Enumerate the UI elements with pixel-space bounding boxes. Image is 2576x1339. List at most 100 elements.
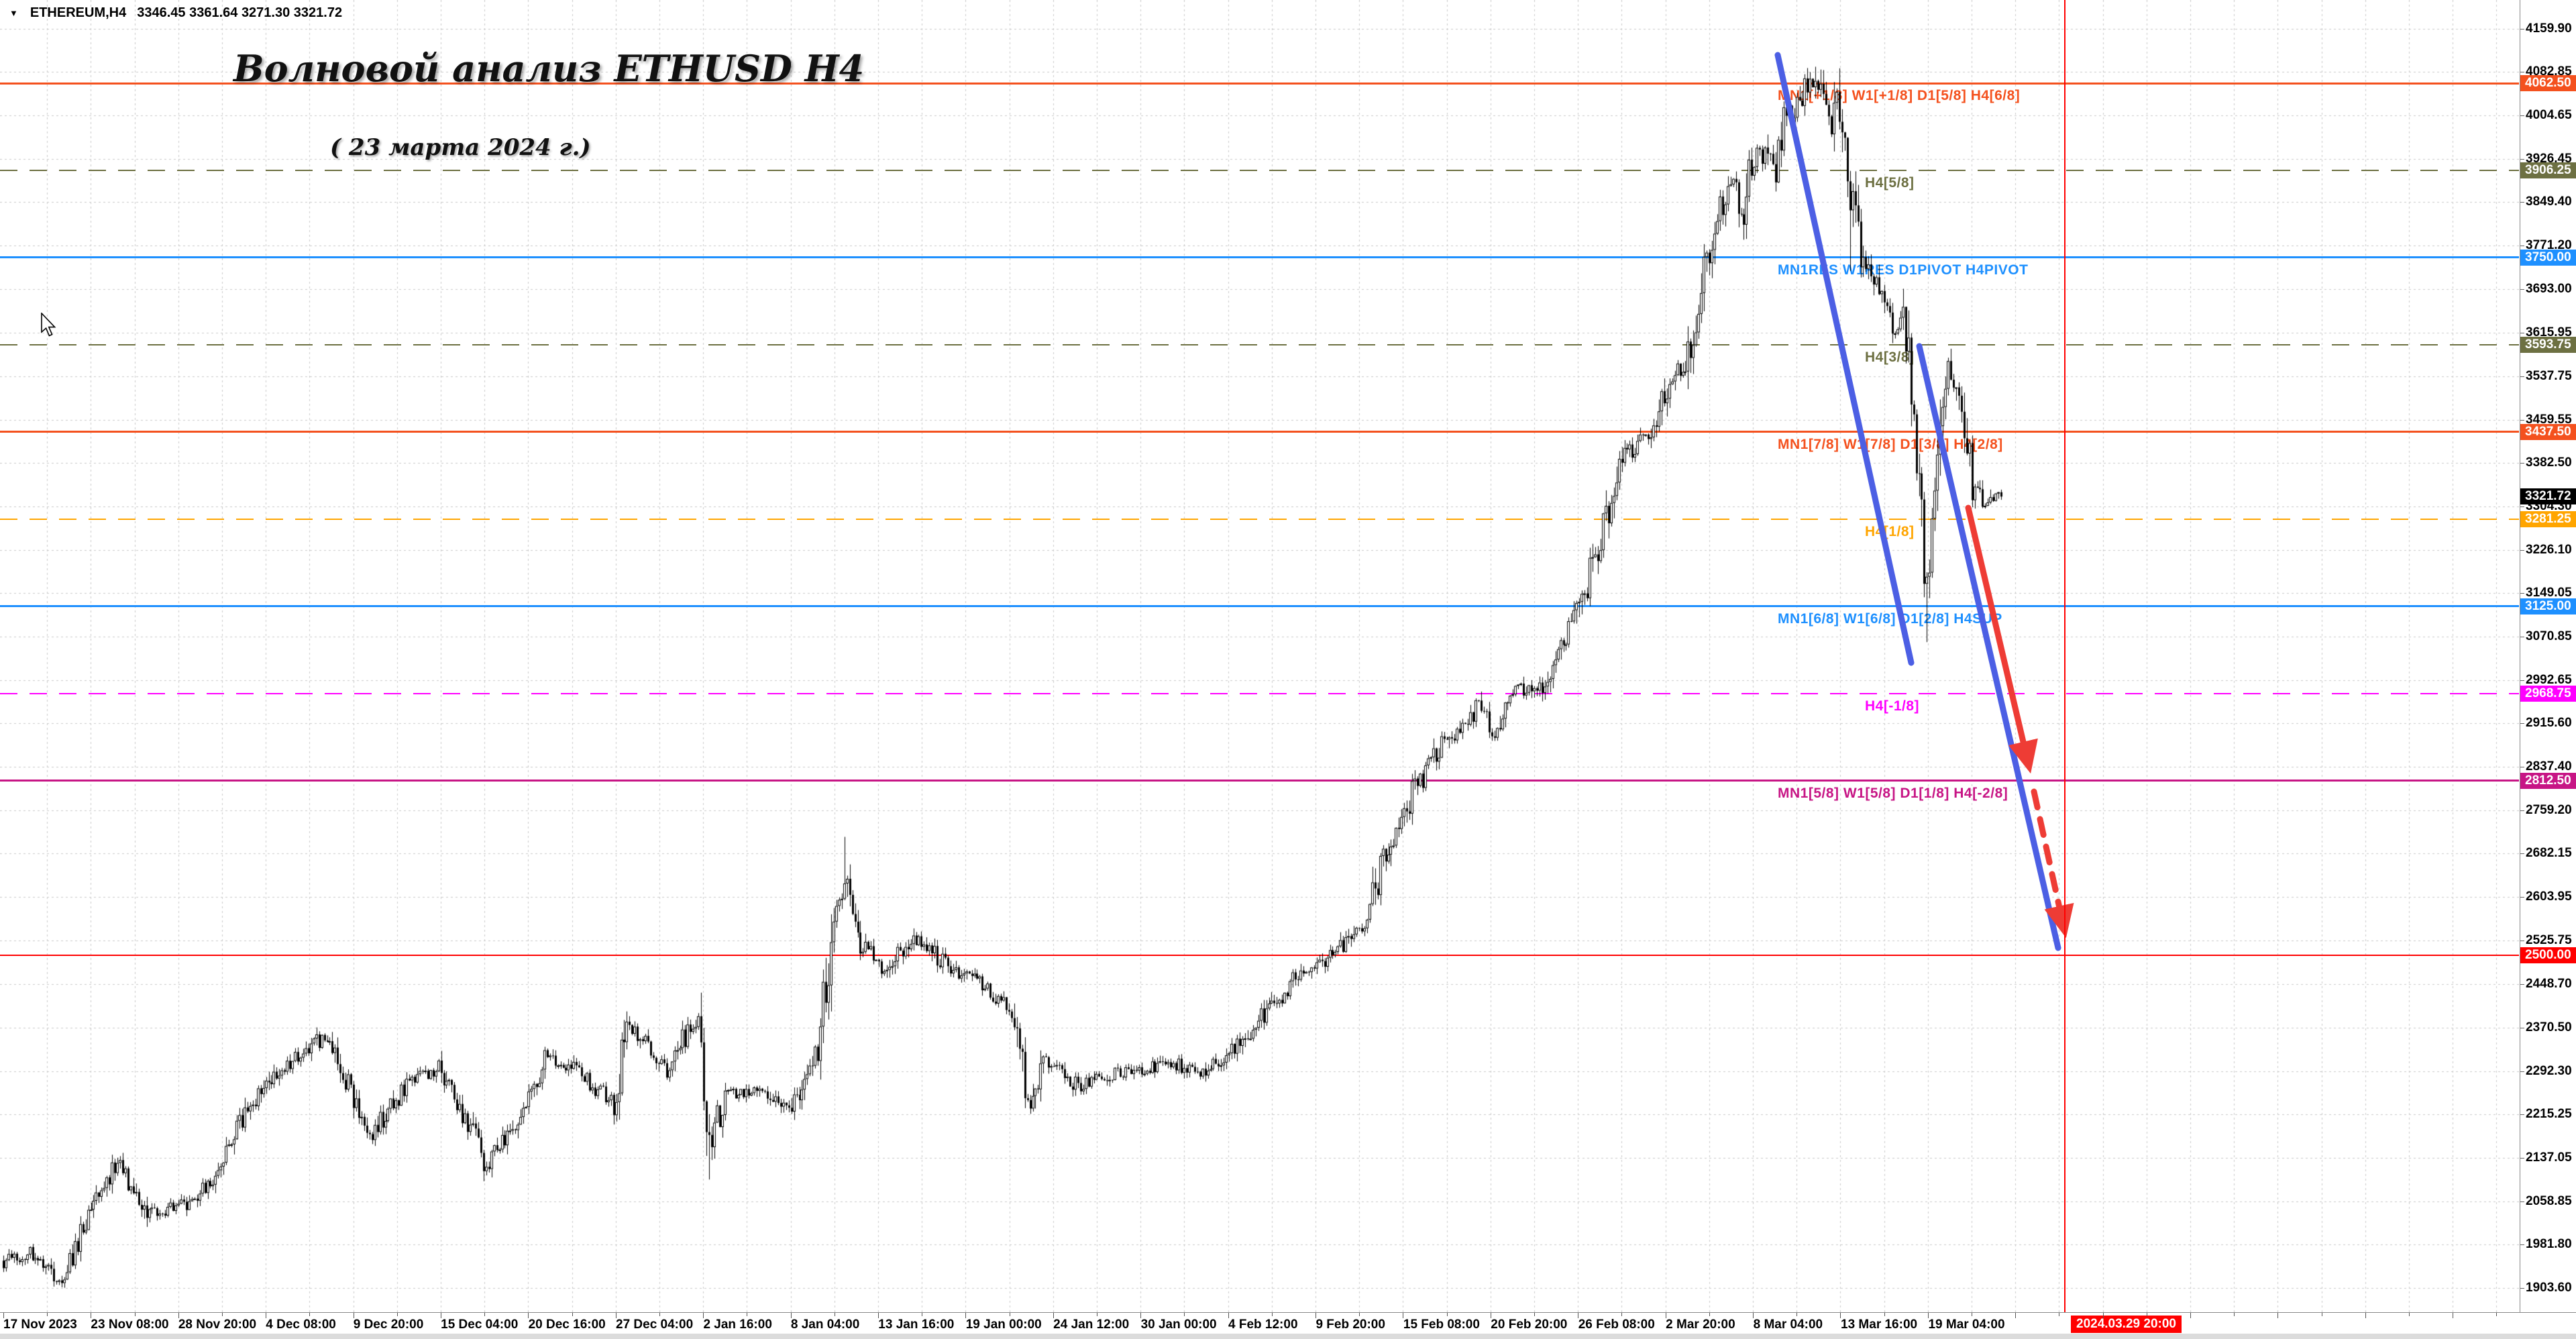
price-tick-mark [2520,810,2524,811]
price-badge: 2500.00 [2520,947,2576,963]
time-tick-mark [572,1313,573,1316]
price-tick-mark [2520,506,2524,507]
time-label: 8 Mar 04:00 [1753,1318,1823,1332]
time-tick-mark [222,1313,223,1316]
price-tick-label: 2837.40 [2526,759,2572,774]
time-tick-mark [1928,1313,1929,1318]
candlestick-chart[interactable] [0,0,2519,1312]
time-tick-mark [1753,1313,1754,1318]
time-tick-mark [2409,1313,2410,1316]
time-tick-mark [1140,1313,1141,1318]
time-label: 23 Nov 08:00 [91,1318,169,1332]
ohlc-values: 3346.45 3361.64 3271.30 3321.72 [137,5,343,20]
price-tick-mark [2520,680,2524,681]
price-tick-mark [2520,1244,2524,1245]
price-tick-mark [2520,897,2524,898]
time-label: 13 Mar 16:00 [1841,1318,1918,1332]
price-tick-label: 3849.40 [2526,195,2572,209]
price-tick-mark [2520,1288,2524,1289]
time-label: 19 Mar 04:00 [1928,1318,2005,1332]
time-tick-mark [1053,1313,1054,1318]
chevron-down-icon[interactable]: ▼ [9,8,18,18]
time-tick-mark [2234,1313,2235,1316]
projection-arrow-2[interactable] [2031,788,2074,939]
price-badge: 3437.50 [2520,423,2576,440]
price-tick-mark [2520,1158,2524,1159]
price-tick-mark [2520,984,2524,985]
price-tick-mark [2520,853,2524,854]
time-label: 24 Jan 12:00 [1053,1318,1130,1332]
price-tick-label: 3771.20 [2526,238,2572,253]
annotations-layer [1774,0,2074,1312]
time-tick-mark [1272,1313,1273,1316]
time-label: 2 Mar 20:00 [1666,1318,1735,1332]
price-tick-label: 3615.95 [2526,325,2572,339]
time-tick-mark [1534,1313,1535,1316]
symbol-bar: ▼ ETHEREUM,H4 3346.45 3361.64 3271.30 33… [9,5,342,21]
time-label: 9 Feb 20:00 [1316,1318,1385,1332]
price-tick-label: 3537.75 [2526,368,2572,383]
price-tick-label: 2215.25 [2526,1106,2572,1121]
price-tick-label: 1981.80 [2526,1236,2572,1251]
time-label: 15 Dec 04:00 [441,1318,519,1332]
time-tick-mark [1796,1313,1797,1316]
time-label: 28 Nov 20:00 [178,1318,257,1332]
time-tick-mark [965,1313,966,1318]
price-axis[interactable]: 4159.90 4082.85 4004.65 3926.45 3849.40 3771.… [2520,0,2576,1312]
time-label: 20 Feb 20:00 [1491,1318,1568,1332]
price-badge: 4062.50 [2520,75,2576,92]
price-tick-mark [2520,463,2524,464]
price-tick-label: 3459.55 [2526,412,2572,427]
time-tick-mark [1709,1313,1710,1316]
price-tick-label: 2137.05 [2526,1150,2572,1165]
time-label: 2 Jan 16:00 [703,1318,772,1332]
price-tick-label: 3149.05 [2526,585,2572,600]
time-tick-mark [2015,1313,2016,1318]
price-tick-label: 1903.60 [2526,1281,2572,1295]
analysis-date: ( 23 марта 2024 г.) [330,134,591,161]
price-tick-mark [2520,1071,2524,1072]
time-tick-mark [309,1313,310,1316]
price-tick-label: 2370.50 [2526,1020,2572,1034]
event-time-label[interactable]: 2024.03.29 20:00 [2071,1316,2182,1333]
time-tick-mark [135,1313,136,1316]
price-badge: 3750.00 [2520,249,2576,266]
price-tick-mark [2520,115,2524,116]
time-tick-mark [1840,1313,1841,1318]
price-tick-label: 2448.70 [2526,976,2572,991]
price-badge: 2968.75 [2520,685,2576,702]
price-badge: 3321.72 [2520,488,2576,505]
price-tick-label: 3382.50 [2526,455,2572,470]
price-badge: 2812.50 [2520,772,2576,789]
time-tick-mark [2277,1313,2278,1318]
time-tick-mark [659,1313,660,1316]
price-tick-mark [2520,289,2524,290]
time-tick-mark [2190,1313,2191,1318]
price-badge: 3281.25 [2520,511,2576,527]
time-tick-mark [1621,1313,1622,1316]
time-tick-mark [2365,1313,2366,1318]
time-label: 30 Jan 00:00 [1140,1318,1217,1332]
time-label: 26 Feb 08:00 [1578,1318,1655,1332]
price-badge: 3906.25 [2520,162,2576,178]
time-tick-mark [791,1313,792,1318]
time-label: 20 Dec 16:00 [528,1318,606,1332]
bottom-strip [0,1334,2576,1339]
time-tick-mark [484,1313,485,1316]
price-tick-label: 2759.20 [2526,803,2572,818]
projection-arrow-1[interactable] [1965,504,2038,774]
price-tick-label: 3693.00 [2526,282,2572,297]
price-tick-mark [2520,420,2524,421]
trendline-1[interactable] [1774,52,1915,666]
trendline-2[interactable] [1916,343,2061,951]
time-tick-mark [3,1313,4,1318]
time-label: 13 Jan 16:00 [878,1318,955,1332]
time-label: 19 Jan 00:00 [965,1318,1042,1332]
time-tick-mark [2103,1313,2104,1318]
price-tick-label: 4159.90 [2526,21,2572,36]
price-tick-label: 3070.85 [2526,629,2572,643]
price-tick-label: 4004.65 [2526,108,2572,123]
price-tick-label: 3226.10 [2526,542,2572,557]
time-tick-mark [1884,1313,1885,1316]
